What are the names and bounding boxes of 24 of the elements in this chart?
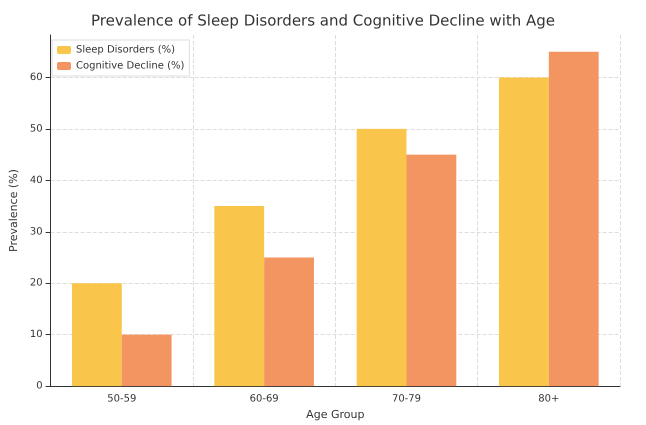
- y-tick-label: 10: [30, 329, 43, 340]
- y-axis-title: Prevalence (%): [7, 169, 20, 252]
- y-tick-label: 40: [30, 174, 43, 186]
- legend-label: Sleep Disorders (%): [76, 44, 176, 56]
- legend-label: Cognitive Decline (%): [76, 60, 184, 72]
- y-tick-label: 60: [30, 72, 43, 83]
- bar: [72, 283, 122, 386]
- y-tick-label: 50: [30, 123, 43, 134]
- bar: [499, 77, 549, 386]
- x-tick-label: 70-79: [392, 394, 422, 405]
- bar: [264, 257, 314, 386]
- y-tick-label: 20: [30, 278, 43, 289]
- bar: [406, 154, 456, 386]
- y-tick-label: 30: [30, 226, 43, 238]
- x-axis-title: Age Group: [306, 408, 364, 421]
- x-tick-label: 80+: [538, 394, 560, 405]
- x-tick-label: 50-59: [107, 394, 136, 405]
- chart-title: Prevalence of Sleep Disorders and Cognitive Decline with Age: [90, 12, 556, 30]
- bar: [548, 52, 599, 386]
- bar: [122, 334, 172, 386]
- x-tick-label: 60-69: [250, 394, 279, 405]
- y-tick-label: 0: [36, 380, 43, 392]
- bar: [214, 206, 264, 386]
- bar: [356, 128, 406, 386]
